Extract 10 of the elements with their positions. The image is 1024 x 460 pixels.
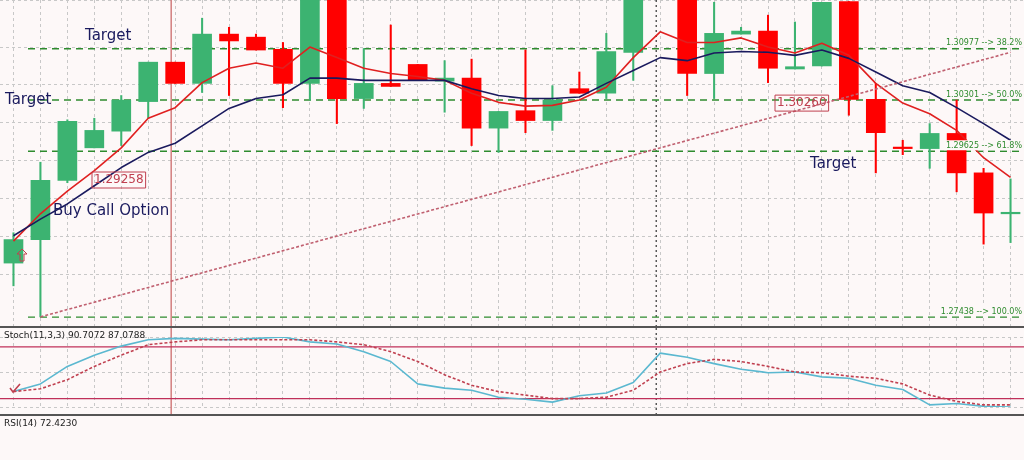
text: RSI(14) 72.4230 [4,418,78,428]
ref-line-label: 1.30301 --> 50.0% [945,89,1023,99]
annotation: Target [4,89,52,108]
annotation: Target [809,153,857,172]
annotation: Buy Call Option [53,200,170,219]
annotation: Target [84,25,132,44]
chart-title: Stoch(11,3,3) 90.7072 87.0788 [4,330,146,340]
ref-line-label: 1.27438 --> 100.0% [940,306,1023,316]
ref-line-label: 1.29625 --> 61.8% [945,140,1023,150]
ref-line-label: 1.30977 --> 38.2% [945,38,1023,48]
